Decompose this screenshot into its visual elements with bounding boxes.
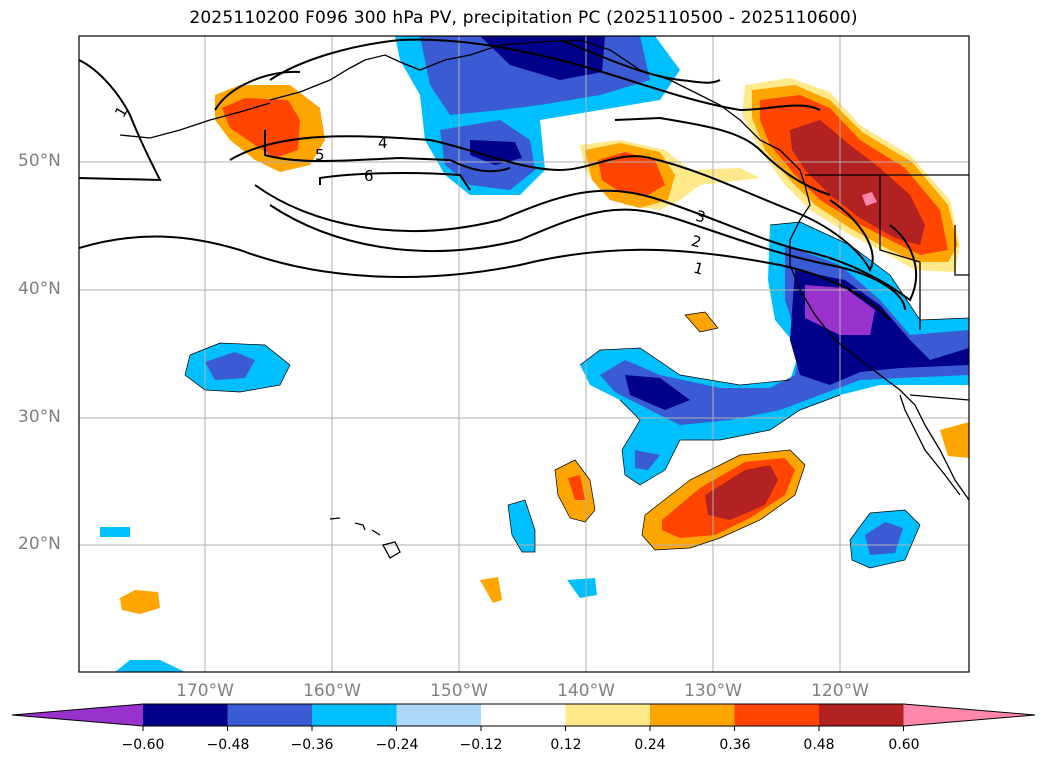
pv-contours bbox=[79, 38, 918, 321]
pv-contour-cross bbox=[614, 116, 831, 196]
neg-region-small-1 bbox=[100, 527, 130, 537]
neg-region-mid-core bbox=[625, 375, 690, 410]
colorbar-tick-label: −0.36 bbox=[290, 737, 334, 753]
pv-contour-outer bbox=[269, 38, 821, 112]
neg-region-gulf-small-core bbox=[470, 140, 522, 165]
contour-label: 1 bbox=[692, 259, 706, 279]
pos-region-central-core bbox=[598, 152, 665, 195]
colorbar-swatch bbox=[565, 704, 651, 726]
colorbar-swatch bbox=[734, 704, 820, 726]
colorbar-swatch bbox=[312, 704, 397, 726]
coastlines bbox=[119, 39, 969, 559]
pv-contour-5 bbox=[264, 130, 511, 173]
contour-label: 3 bbox=[694, 207, 708, 227]
lon-label-150w: 150°W bbox=[430, 681, 488, 701]
pos-region-baja bbox=[940, 422, 969, 458]
pos-region-aleutians-core bbox=[222, 98, 300, 158]
colorbar-swatch bbox=[481, 704, 566, 726]
contour-label: 1 bbox=[111, 103, 131, 120]
pv-contour-3 bbox=[254, 184, 918, 302]
lon-label-120w: 120°W bbox=[811, 681, 869, 701]
hawaii-1 bbox=[329, 517, 341, 520]
map-title: 2025110200 F096 300 hPa PV, precipitatio… bbox=[189, 8, 858, 28]
neg-region-south-east-core bbox=[865, 522, 903, 555]
colorbar-swatch bbox=[227, 704, 313, 726]
lon-label-170w: 170°W bbox=[176, 681, 234, 701]
pv-contour-2 bbox=[269, 204, 906, 311]
lat-label-20n: 20°N bbox=[18, 534, 61, 554]
colorbar-tick-label: 0.48 bbox=[803, 737, 835, 753]
colorbar-swatch bbox=[819, 704, 904, 726]
precipitation-shading bbox=[100, 36, 969, 672]
colorbar-tick-label: −0.60 bbox=[121, 737, 165, 753]
baja-peninsula bbox=[899, 394, 961, 496]
colorbar-tick-label: −0.24 bbox=[375, 737, 419, 753]
lon-label-140w: 140°W bbox=[557, 681, 615, 701]
gridlines bbox=[79, 36, 969, 672]
plot-frame bbox=[78, 35, 970, 673]
colorbar-extend-high bbox=[903, 704, 1035, 726]
alaska-coast bbox=[269, 39, 806, 186]
contour-label: 4 bbox=[378, 134, 388, 152]
colorbar-tick-label: 0.24 bbox=[634, 737, 666, 753]
contour-label: 2 bbox=[689, 232, 703, 252]
neg-region-bottom bbox=[115, 660, 185, 672]
lon-label-160w: 160°W bbox=[303, 681, 361, 701]
hawaii-2 bbox=[354, 522, 366, 531]
neg-region-small-2 bbox=[567, 578, 597, 598]
pv-contour-inner-outer bbox=[214, 70, 301, 111]
pos-region-northwest-us-max bbox=[862, 192, 877, 206]
pos-region-isolated-1-core bbox=[568, 475, 585, 500]
lon-label-130w: 130°W bbox=[684, 681, 742, 701]
pv-contour-1-south bbox=[79, 235, 891, 321]
colorbar bbox=[11, 703, 1036, 731]
neg-region-gulf-alaska-core bbox=[480, 36, 605, 80]
colorbar-tick-label: −0.48 bbox=[206, 737, 250, 753]
pv-contour-1-north bbox=[79, 59, 162, 182]
hawaii-3 bbox=[371, 529, 381, 536]
aleutian-islands bbox=[119, 102, 271, 139]
state-border-1 bbox=[879, 175, 921, 263]
contour-label: 6 bbox=[364, 167, 374, 185]
lat-label-30n: 30°N bbox=[18, 407, 61, 427]
pv-contour-4 bbox=[229, 135, 874, 273]
neg-region-tail bbox=[635, 450, 660, 470]
colorbar-tick-label: 0.60 bbox=[888, 737, 920, 753]
contour-labels: 1 1 2 3 4 5 6 bbox=[111, 103, 707, 278]
pv-contour-6 bbox=[319, 172, 471, 191]
west-coast-us bbox=[789, 184, 969, 501]
colorbar-swatch bbox=[650, 704, 735, 726]
mexico-border bbox=[909, 394, 969, 401]
colorbar-tick-label: 0.36 bbox=[719, 737, 751, 753]
state-border-3 bbox=[954, 225, 969, 276]
colorbar-tick-label: −0.12 bbox=[459, 737, 503, 753]
colorbar-extend-low bbox=[12, 704, 143, 726]
pos-region-subtropical-core bbox=[705, 465, 778, 520]
lat-label-40n: 40°N bbox=[18, 279, 61, 299]
precip-outlines bbox=[184, 221, 969, 569]
pos-region-northwest-us-peak bbox=[790, 120, 925, 245]
neg-region-hawaii-east bbox=[508, 500, 535, 552]
hawaii-big bbox=[382, 541, 401, 559]
pos-region-isolated-2 bbox=[685, 312, 718, 332]
colorbar-tick-label: 0.12 bbox=[550, 737, 582, 753]
pv-contour-alaska bbox=[559, 39, 721, 84]
neg-region-north-pacific-core bbox=[205, 352, 255, 380]
contour-label: 5 bbox=[315, 146, 325, 164]
lat-label-50n: 50°N bbox=[18, 151, 61, 171]
pos-region-isolated-3 bbox=[480, 577, 502, 603]
colorbar-swatch bbox=[143, 704, 228, 726]
pos-region-isolated-4 bbox=[120, 590, 160, 614]
colorbar-swatch bbox=[396, 704, 482, 726]
